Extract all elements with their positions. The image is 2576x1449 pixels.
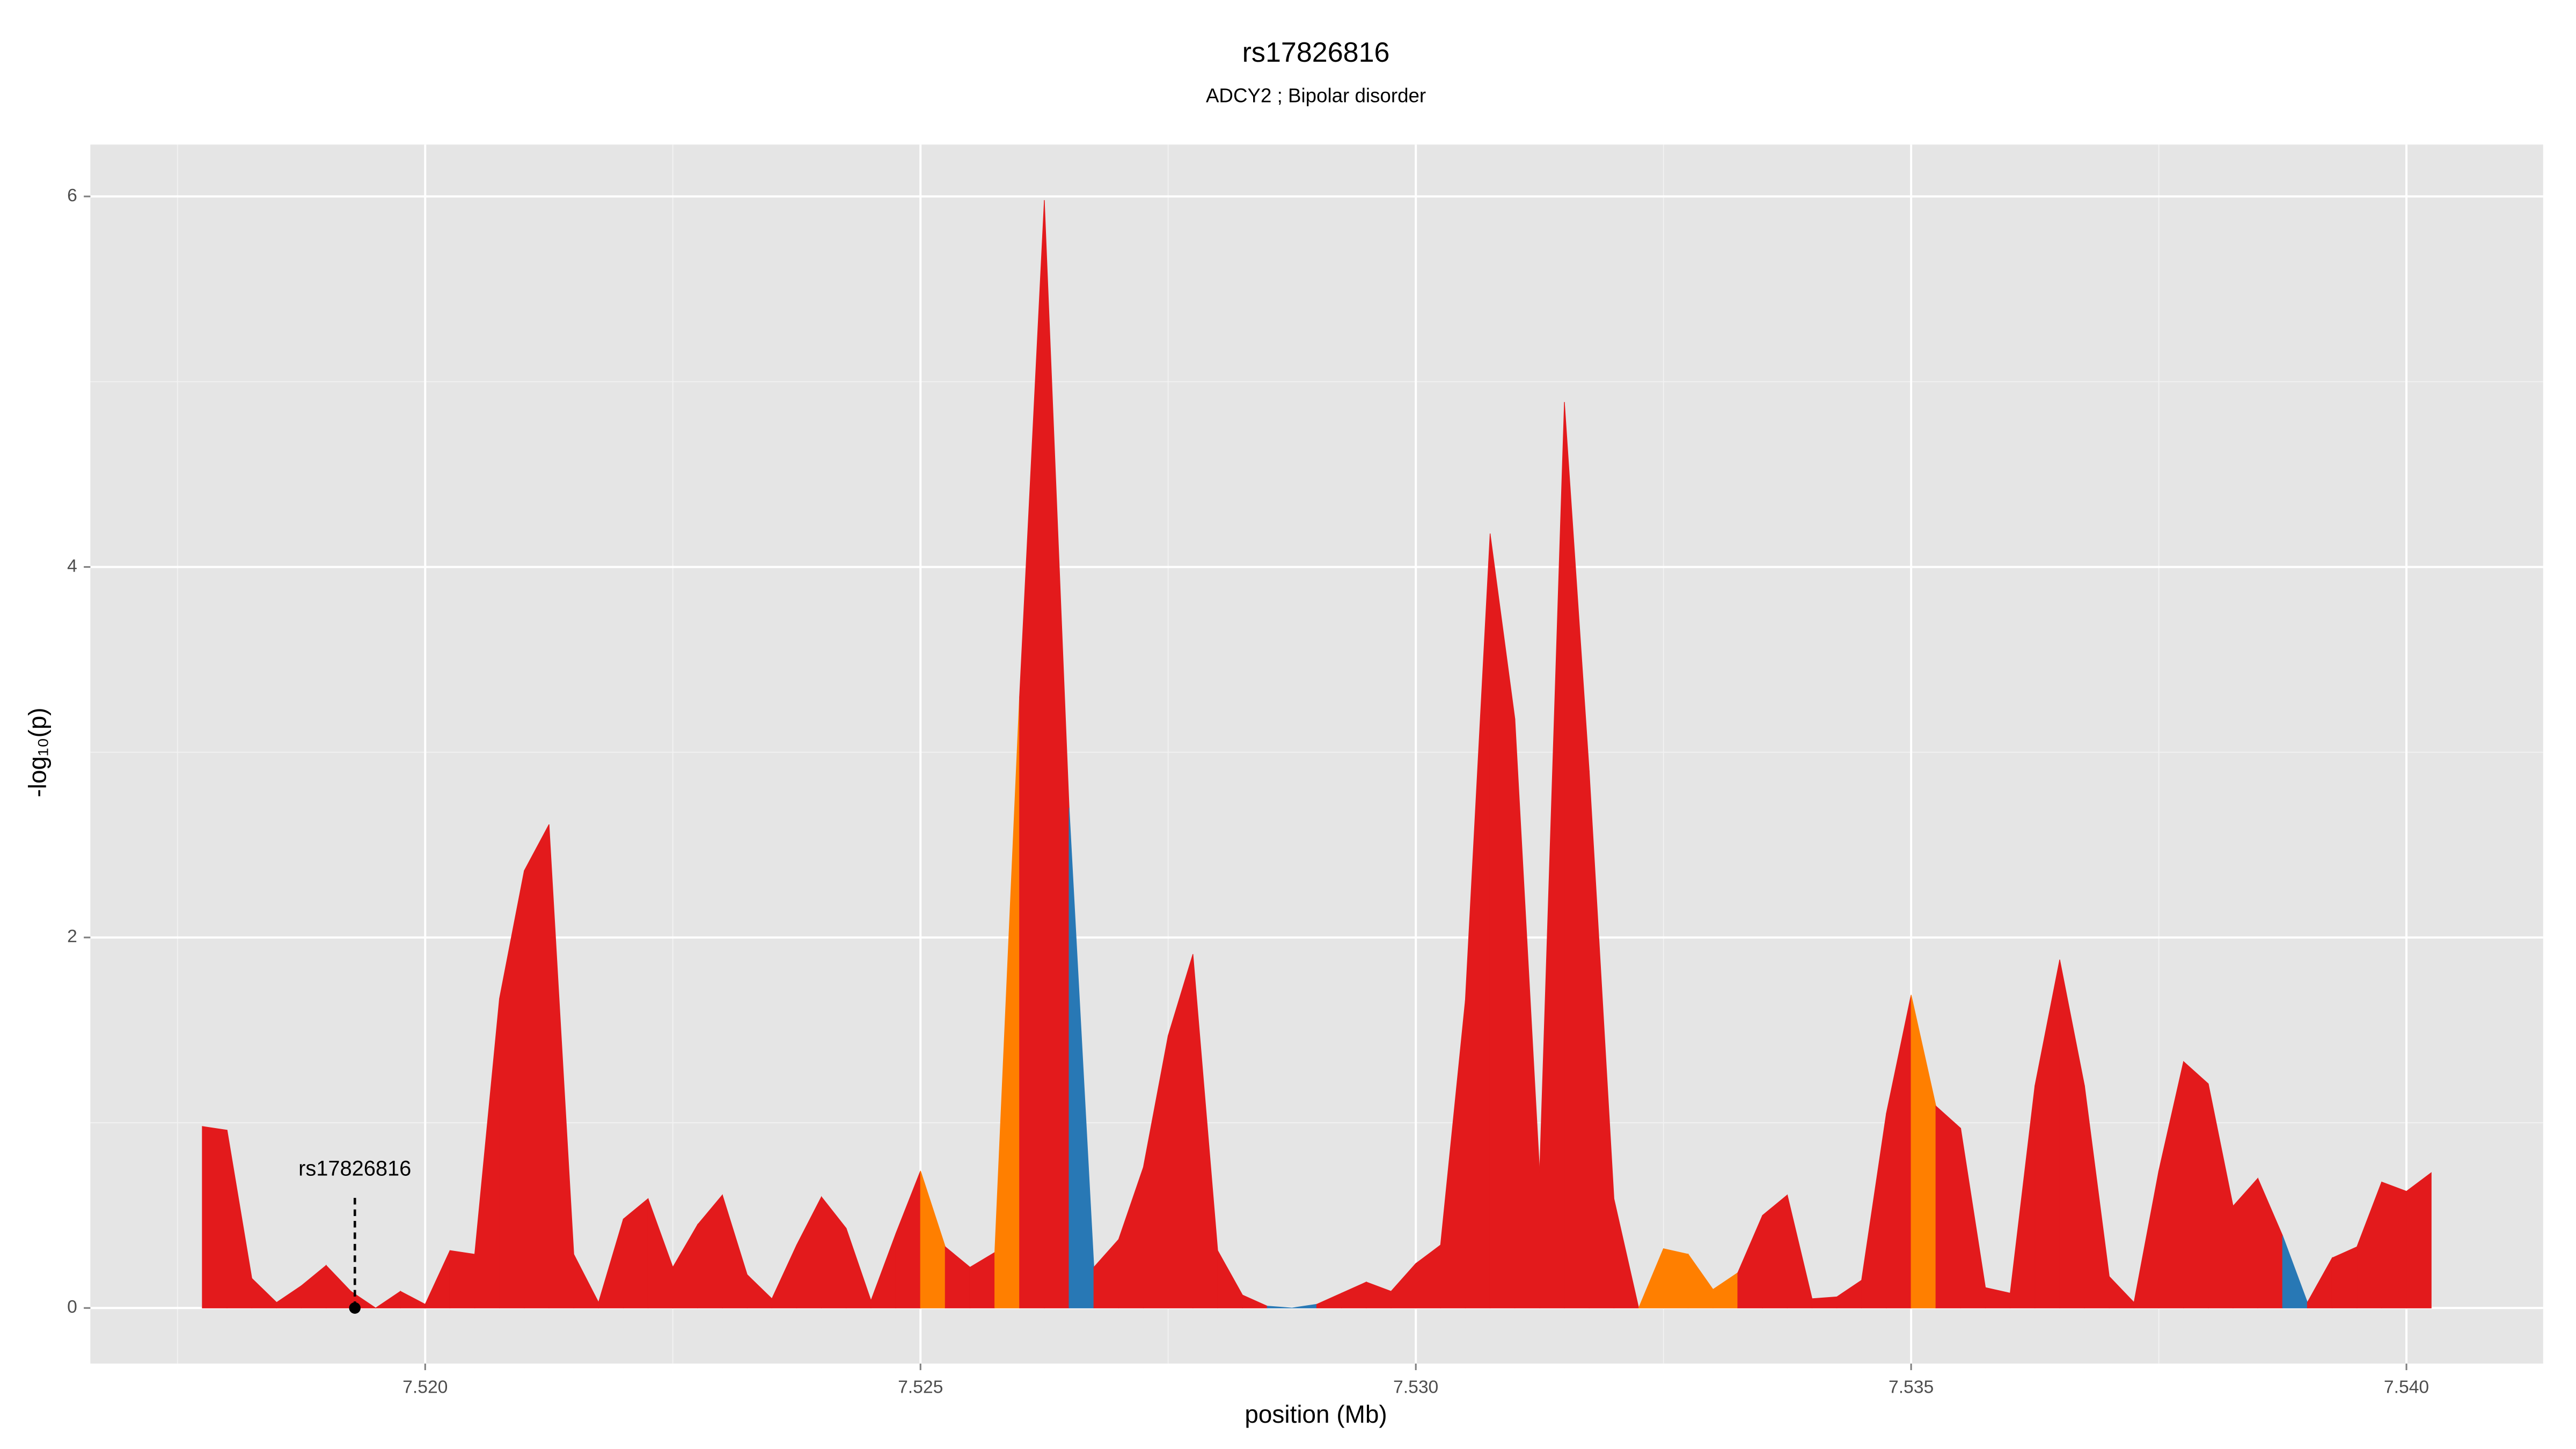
y-tick-label: 4 (67, 556, 77, 576)
area-segment (1613, 1198, 1640, 1308)
x-tick-label: 7.535 (1889, 1378, 1934, 1397)
area-segment (2331, 1246, 2358, 1308)
y-tick-label: 2 (67, 927, 77, 947)
x-tick-label: 7.520 (402, 1378, 448, 1397)
x-tick-label: 7.540 (2384, 1378, 2429, 1397)
x-tick-label: 7.525 (898, 1378, 943, 1397)
area-segment (1935, 1105, 1962, 1308)
area-segment (2183, 1060, 2209, 1308)
y-tick-label: 0 (67, 1297, 77, 1317)
area-segment (2381, 1181, 2407, 1308)
y-axis-title: -log₁₀(p) (24, 707, 52, 797)
x-axis-title: position (Mb) (1245, 1400, 1387, 1428)
area-segment (1267, 1306, 1292, 1308)
chart-title: rs17826816 (1242, 37, 1390, 68)
area-segment (2406, 1172, 2432, 1308)
area-segment (1663, 1248, 1689, 1308)
x-tick-label: 7.530 (1393, 1378, 1438, 1397)
area-segment (1811, 1296, 1838, 1308)
annotation-point (349, 1302, 361, 1314)
area-segment (524, 824, 550, 1308)
area-segment (449, 1250, 475, 1308)
annotation-label: rs17826816 (298, 1157, 411, 1181)
area-segment (1762, 1194, 1788, 1308)
area-segment (202, 1126, 228, 1308)
y-tick-label: 6 (67, 186, 77, 206)
chart-subtitle: ADCY2 ; Bipolar disorder (1206, 84, 1426, 106)
